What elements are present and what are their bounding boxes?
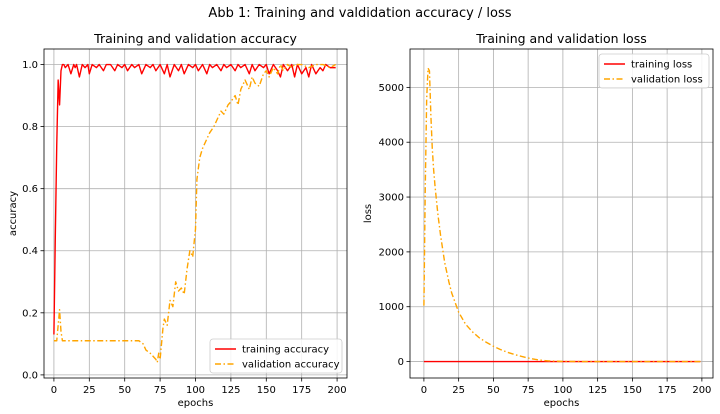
y-tick-label: 1.0 bbox=[22, 60, 38, 71]
y-tick-label: 4000 bbox=[379, 138, 404, 149]
axes-frame bbox=[409, 48, 714, 379]
y-tick-label: 0.6 bbox=[22, 184, 38, 195]
loss-chart: 0 25 50 75 100 125 150 175 200010002000300040005… bbox=[363, 31, 714, 409]
series-line-1 bbox=[423, 67, 701, 363]
x-tick-label: 200 bbox=[328, 385, 347, 396]
x-tick-label: 100 bbox=[553, 385, 572, 396]
y-axis-label: loss bbox=[363, 204, 374, 223]
x-axis-label: epochs bbox=[178, 398, 214, 409]
chart-title: Training and validation loss bbox=[475, 31, 646, 46]
series-line-0 bbox=[53, 63, 336, 335]
figure-title: Abb 1: Training and valdidation accuracy… bbox=[208, 6, 511, 21]
series-line-1 bbox=[53, 63, 337, 364]
y-tick-label: 2000 bbox=[379, 247, 404, 258]
x-tick-label: 75 bbox=[522, 385, 535, 396]
y-tick-label: 0.8 bbox=[22, 122, 38, 133]
legend: training loss validation loss bbox=[598, 53, 710, 89]
chart-title: Training and validation accuracy bbox=[93, 31, 297, 46]
x-tick-label: 100 bbox=[186, 385, 205, 396]
x-tick-label: 75 bbox=[154, 385, 167, 396]
legend-label-0: training accuracy bbox=[242, 345, 329, 356]
y-tick-label: 3000 bbox=[379, 193, 404, 204]
x-tick-label: 50 bbox=[118, 385, 131, 396]
legend-label-1: validation accuracy bbox=[242, 360, 340, 371]
legend-label-1: validation loss bbox=[631, 75, 703, 86]
legend-label-0: training loss bbox=[631, 60, 692, 71]
y-tick-label: 0 bbox=[398, 357, 404, 368]
legend: training accuracy validation accuracy bbox=[209, 338, 343, 374]
x-tick-label: 25 bbox=[83, 385, 96, 396]
x-tick-label: 200 bbox=[692, 385, 711, 396]
x-tick-label: 175 bbox=[292, 385, 311, 396]
y-tick-label: 0.4 bbox=[22, 246, 38, 257]
x-tick-label: 150 bbox=[623, 385, 642, 396]
x-tick-label: 150 bbox=[257, 385, 276, 396]
x-tick-label: 0 bbox=[51, 385, 57, 396]
accuracy-chart: 0 25 50 75 100 125 150 175 200 0.0 0.2 0.4 0.6 0.8 1.0… bbox=[8, 31, 348, 409]
y-tick-label: 0.2 bbox=[22, 308, 38, 319]
x-tick-label: 25 bbox=[452, 385, 465, 396]
y-tick-label: 1000 bbox=[379, 302, 404, 313]
legend-box bbox=[598, 53, 710, 89]
y-tick-label: 0.0 bbox=[22, 370, 38, 381]
x-tick-label: 175 bbox=[658, 385, 677, 396]
legend-box bbox=[209, 338, 343, 374]
y-tick-label: 5000 bbox=[379, 83, 404, 94]
x-axis-label: epochs bbox=[544, 398, 580, 409]
x-tick-label: 125 bbox=[221, 385, 240, 396]
x-tick-label: 50 bbox=[487, 385, 500, 396]
x-tick-label: 0 bbox=[421, 385, 427, 396]
y-axis-label: accuracy bbox=[8, 191, 19, 236]
x-tick-label: 125 bbox=[588, 385, 607, 396]
